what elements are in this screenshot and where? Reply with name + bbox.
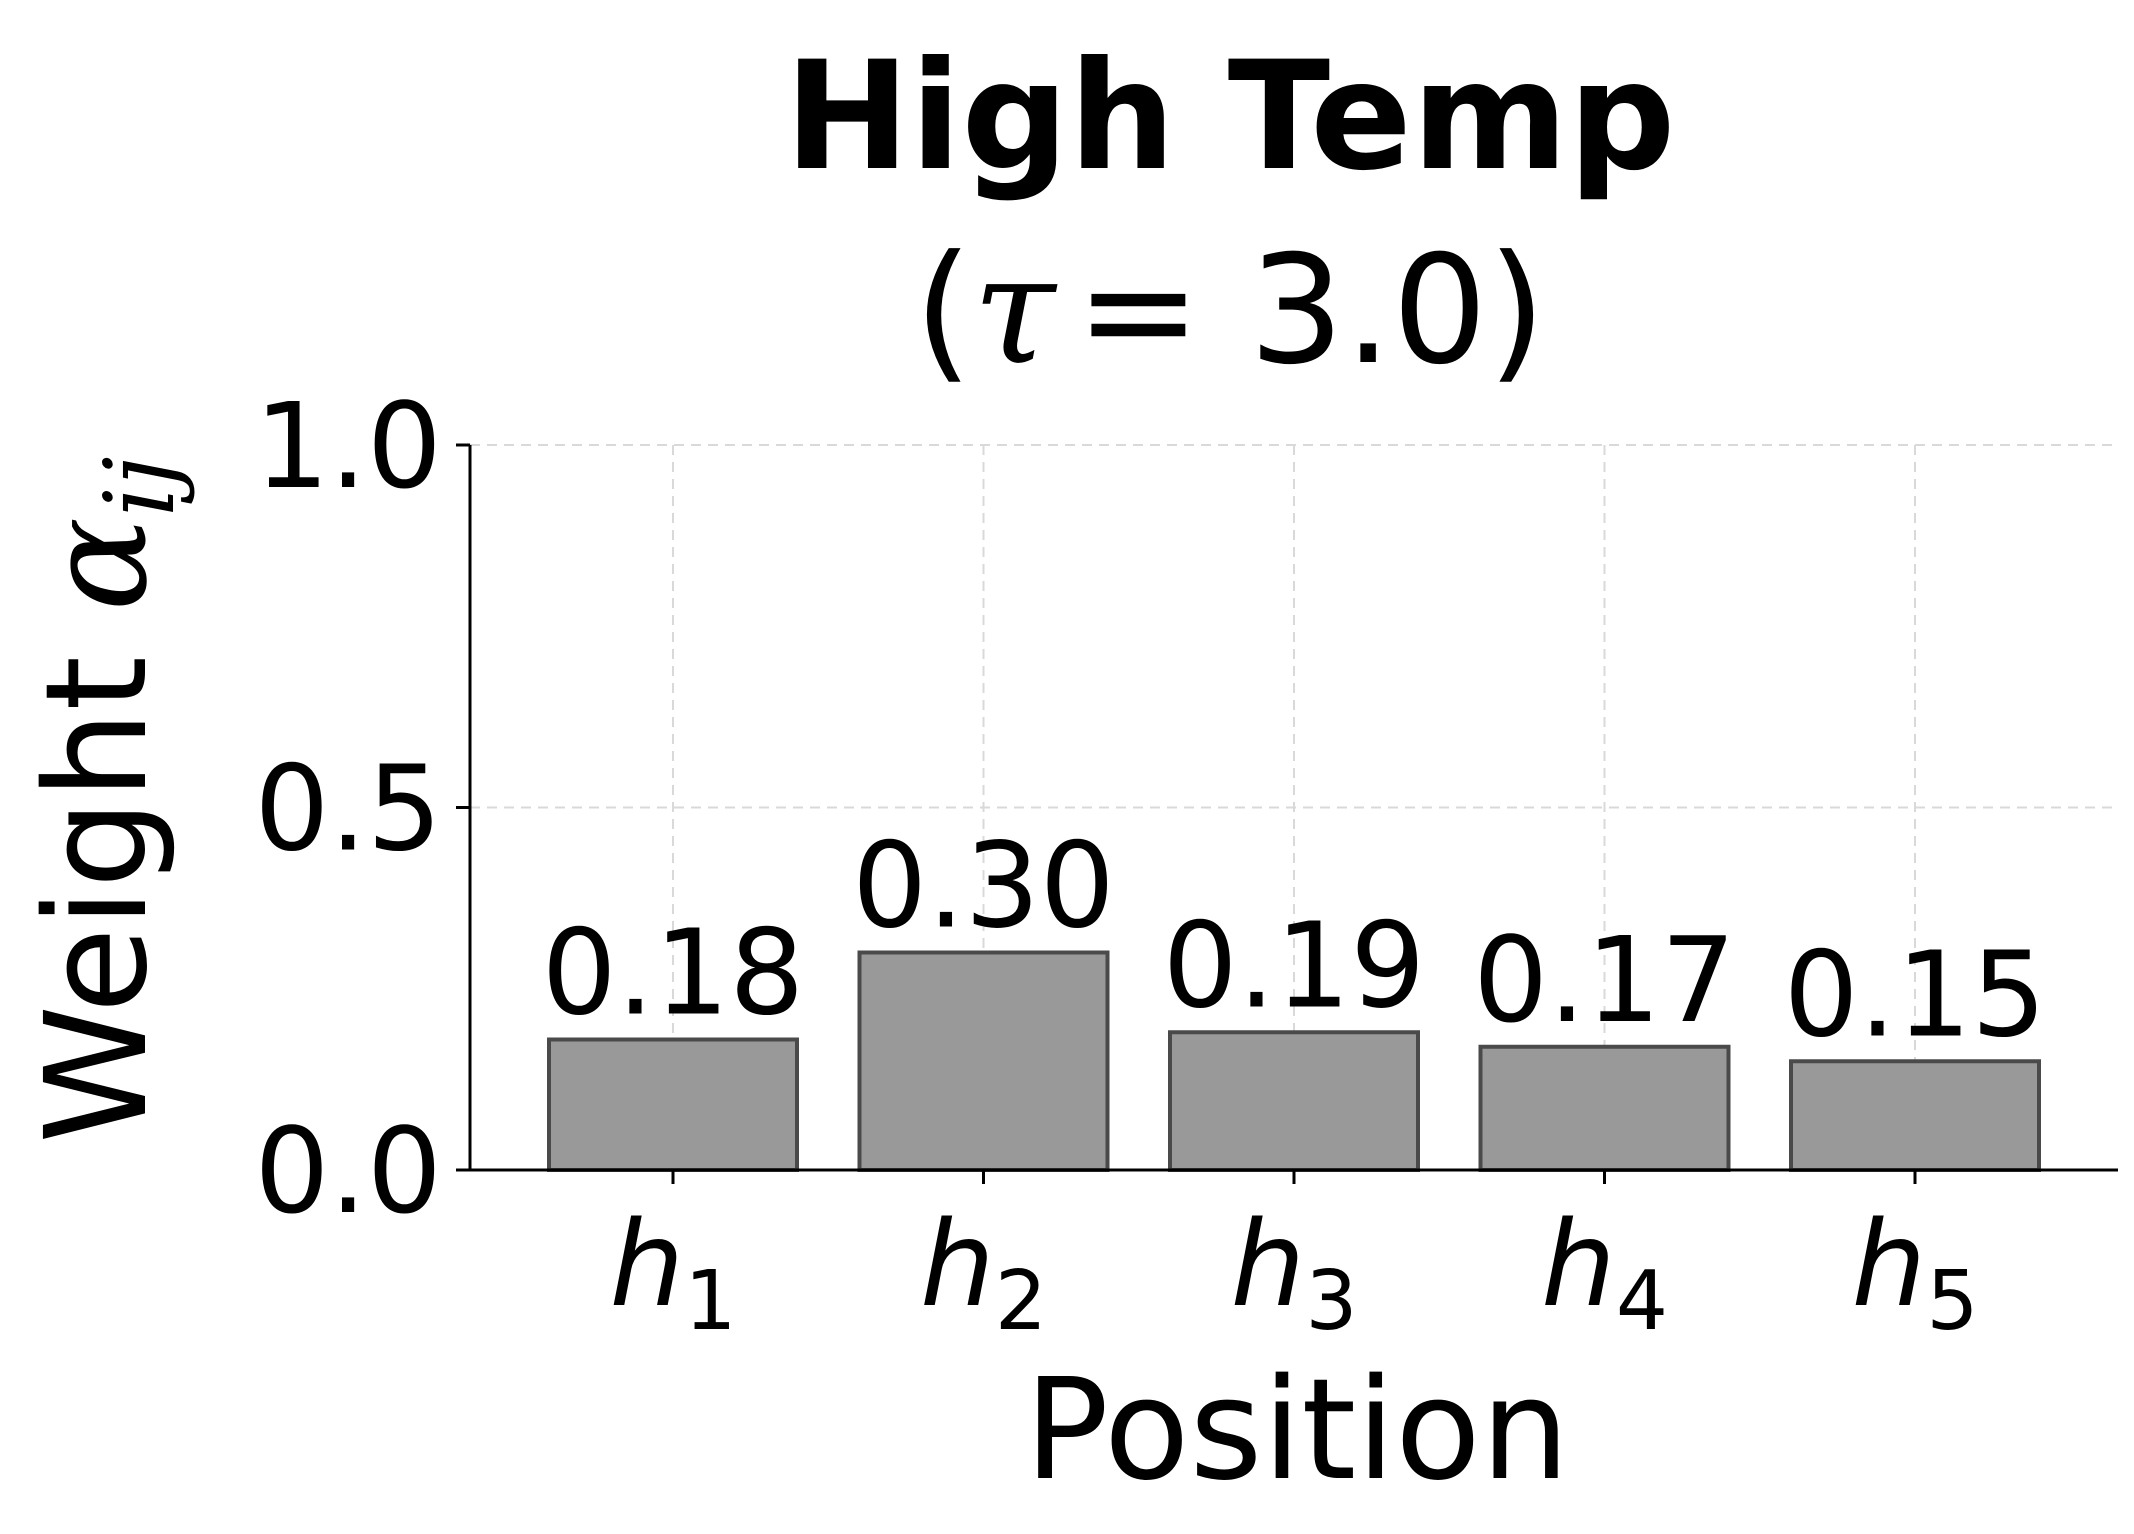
- bar-h4: [1478, 1044, 1731, 1172]
- bar-h3: [1168, 1030, 1420, 1172]
- bars: [547, 950, 2041, 1172]
- x-tick-label-h4: h4: [1541, 1195, 1668, 1349]
- bar-h1: [547, 1037, 799, 1172]
- y-axis-label-text: Weight: [16, 611, 179, 1143]
- bar-value-label: 0.19: [1163, 896, 1426, 1034]
- temperature-symbol: τ: [973, 224, 1058, 398]
- x-tick-label-h3: h3: [1231, 1195, 1358, 1349]
- bar-h5: [1789, 1059, 2041, 1172]
- x-tick-label-h2: h2: [920, 1195, 1047, 1349]
- y-tick-label: 0.5: [254, 740, 442, 878]
- bar-value-label: 0.30: [852, 817, 1115, 955]
- bar-value-label: 0.15: [1784, 925, 2047, 1063]
- x-tick-label-h1: h1: [610, 1195, 737, 1349]
- bar-value-labels: 0.18 0.30 0.19 0.17 0.15: [542, 817, 2047, 1064]
- x-tick-label-h5: h5: [1852, 1195, 1979, 1349]
- y-tick-label: 1.0: [254, 377, 442, 515]
- bar-value-label: 0.17: [1473, 911, 1736, 1049]
- temperature-value: = 3.0: [1076, 224, 1488, 398]
- bar-value-label: 0.18: [542, 904, 805, 1042]
- y-axis-label-subscript: ij: [84, 456, 196, 516]
- y-tick-label: 0.0: [254, 1102, 442, 1240]
- y-axis-label: Weight αij: [16, 456, 196, 1143]
- x-axis-label: Position: [1024, 1349, 1569, 1512]
- y-axis-label-symbol: α: [16, 517, 179, 612]
- chart-subtitle: (τ = 3.0): [914, 224, 1546, 398]
- chart-title: High Temp: [784, 30, 1675, 204]
- bar-h2: [857, 950, 1110, 1172]
- y-ticks: 0.0 0.5 1.0: [254, 377, 470, 1240]
- x-ticks: h1 h2 h3 h4 h5: [610, 1170, 1979, 1349]
